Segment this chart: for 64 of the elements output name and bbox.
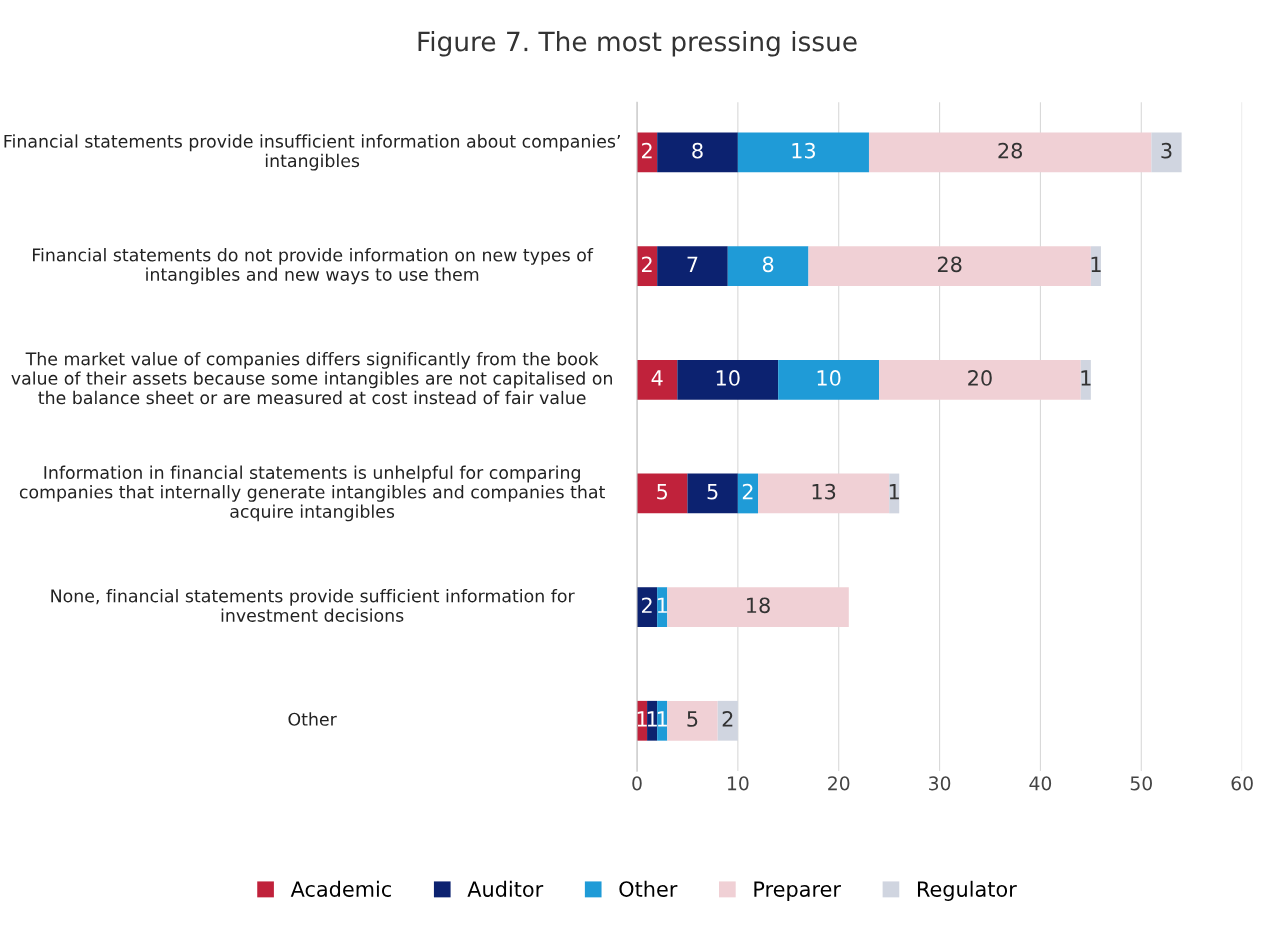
data-label: 8: [692, 142, 703, 159]
data-label: 1: [647, 711, 657, 727]
bar: [687, 473, 738, 514]
x-tick-label: 0: [632, 776, 642, 791]
y-tick-label: Other: [288, 712, 337, 726]
bar: [727, 246, 809, 287]
bar: [637, 359, 678, 400]
bar: [677, 359, 779, 400]
data-label: 1: [1081, 370, 1091, 386]
bar: [667, 587, 849, 628]
bar: [667, 700, 718, 741]
y-tick-label: The market value of companies differs significantly from the book value of their assets because some intangibles are not capitalised on the balance sheet or are measured at cost instead of fair value: [11, 351, 612, 405]
legend-label: Other: [619, 880, 678, 897]
data-label: 2: [641, 597, 652, 613]
data-label: 18: [747, 597, 770, 614]
bar: [879, 359, 1081, 400]
bar: [1151, 132, 1182, 173]
legend-label: Auditor: [467, 880, 544, 897]
data-label: 13: [812, 483, 836, 500]
x-tick-label: 20: [828, 776, 850, 791]
data-label: 28: [998, 142, 1022, 159]
data-label: 1: [637, 711, 647, 727]
data-label: 20: [968, 370, 992, 386]
data-label: 3: [1161, 142, 1172, 159]
data-label: 8: [762, 256, 774, 273]
data-label: 2: [641, 142, 652, 159]
y-tick-label: Financial statements provide insufficient information about companies’ intangibles: [4, 134, 620, 171]
data-label: 7: [687, 256, 698, 272]
data-label: 13: [792, 142, 815, 159]
chart-title: Figure 7. The most pressing issue: [418, 31, 857, 57]
data-label: 10: [716, 370, 740, 386]
bar: [778, 359, 880, 400]
data-label: 5: [707, 484, 718, 500]
data-label: 5: [657, 484, 668, 500]
legend-label: Preparer: [754, 881, 841, 901]
data-label: 1: [1091, 256, 1101, 272]
data-label: 1: [657, 711, 667, 727]
bar: [657, 246, 728, 287]
y-tick-label: Information in financial statements is unhelpful for comparing companies that internally generate intangibles and companies that acquire intangibles: [19, 465, 605, 522]
data-label: 28: [937, 256, 962, 273]
legend-label: Academic: [290, 880, 391, 897]
data-label: 5: [687, 711, 698, 727]
bar: [737, 132, 869, 173]
data-label: 1: [657, 597, 667, 613]
x-tick-label: 40: [1029, 776, 1052, 791]
y-tick-label: Financial statements do not provide information on new types of intangibles and new ways to use them: [33, 248, 594, 285]
bar: [657, 132, 738, 173]
bar: [868, 132, 1152, 173]
x-tick-label: 50: [1130, 776, 1152, 791]
y-tick-label: None, financial statements provide sufficient information for investment decisions: [51, 589, 575, 622]
bar: [737, 473, 759, 514]
x-tick-label: 30: [929, 776, 951, 791]
bar: [637, 473, 688, 514]
data-label: 10: [817, 370, 841, 386]
bar: [808, 246, 1091, 287]
data-label: 2: [641, 256, 652, 272]
data-label: 4: [651, 370, 663, 386]
data-label: 2: [722, 711, 733, 727]
legend-label: Regulator: [917, 880, 1017, 901]
x-tick-label: 10: [727, 776, 749, 791]
data-label: 2: [742, 483, 753, 500]
x-tick-label: 60: [1231, 776, 1253, 791]
bar: [758, 473, 890, 514]
data-label: 1: [889, 484, 899, 500]
